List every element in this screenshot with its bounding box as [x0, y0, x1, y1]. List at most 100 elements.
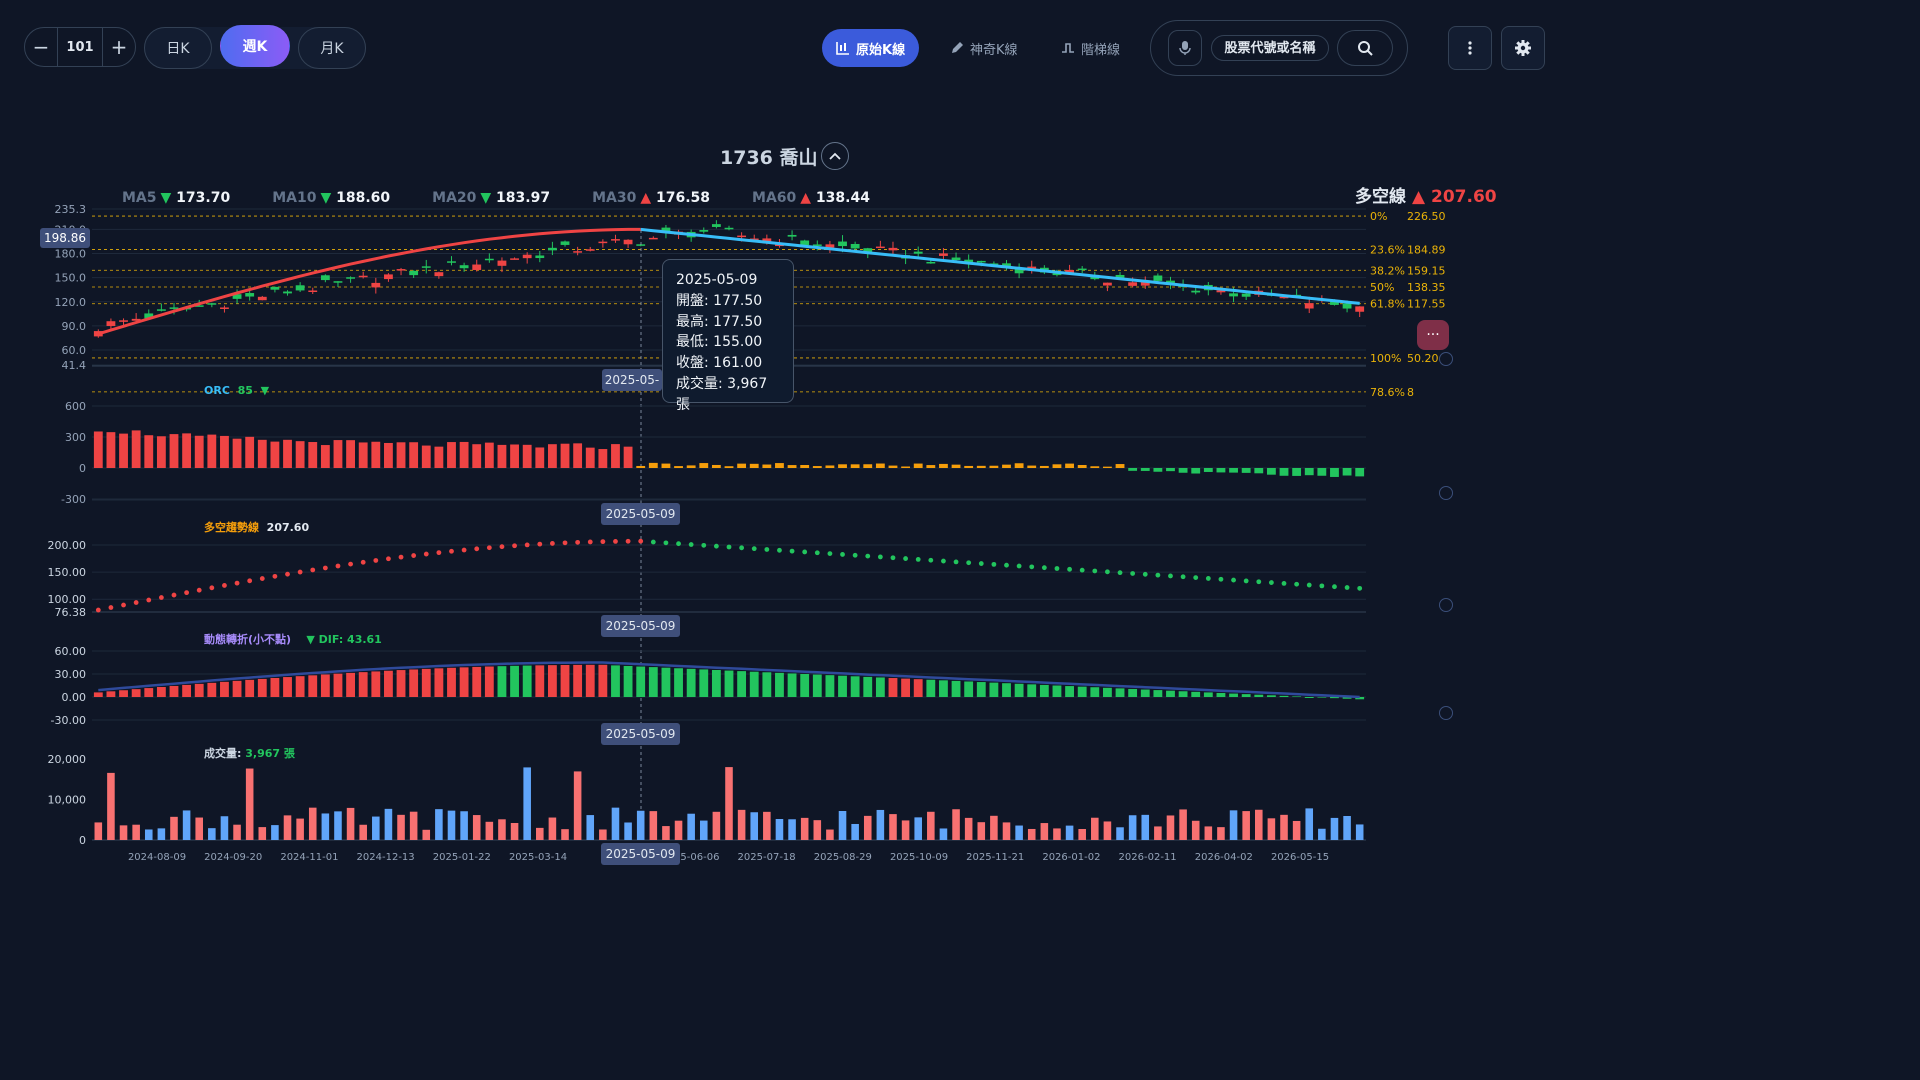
orc-bar: [1229, 468, 1238, 473]
orc-bar: [384, 442, 393, 468]
tab-monthly-k[interactable]: 月K: [298, 27, 366, 69]
trend-dot: [1054, 566, 1060, 571]
orc-bar: [106, 432, 116, 468]
voice-search-button[interactable]: [1168, 30, 1202, 66]
mode-magic-k-button[interactable]: 神奇K線: [936, 29, 1032, 67]
step-line-icon: [1062, 43, 1074, 53]
tab-daily-k[interactable]: 日K: [144, 27, 212, 69]
orc-bar: [1052, 464, 1062, 468]
x-tick-label: 2025-01-22: [433, 852, 491, 863]
trend-dot: [1041, 565, 1047, 571]
orc-bar: [1279, 468, 1289, 476]
volume-bar: [372, 816, 380, 840]
dynamic-bar: [737, 671, 747, 697]
trend-dot: [903, 556, 908, 561]
candle: [308, 290, 318, 293]
volume-bar: [409, 811, 418, 840]
orc-bar: [1178, 468, 1188, 473]
side-menu-button[interactable]: ···: [1417, 320, 1449, 350]
toolbar: − 101 + 日K 週K 月K 原始K線 神奇K線 階梯線: [0, 0, 1568, 96]
candle: [358, 275, 368, 278]
volume-bar: [119, 825, 128, 840]
tooltip-high: 最高: 177.50: [676, 313, 763, 330]
panel-toggle[interactable]: [1439, 352, 1453, 366]
orc-bar: [623, 446, 633, 468]
volume-bar: [359, 824, 367, 840]
candle: [144, 313, 154, 319]
trend-dot: [1218, 576, 1224, 582]
dynamic-bar: [320, 674, 330, 697]
ma60-label: MA60: [752, 190, 797, 206]
up-arrow-icon: ▲: [640, 190, 652, 206]
search-icon: [1358, 41, 1373, 56]
dynamic-bar: [1216, 692, 1226, 697]
trend-dot: [524, 542, 530, 548]
trend-dot: [953, 559, 959, 565]
mode-raw-k-button[interactable]: 原始K線: [822, 29, 920, 67]
trend-dot: [1130, 571, 1136, 576]
y-tick-label: 180.0: [55, 247, 87, 260]
panel-toggle[interactable]: [1439, 598, 1453, 612]
candle: [913, 251, 923, 254]
trend-dot: [890, 555, 896, 561]
candle: [787, 234, 797, 237]
trend-dot: [550, 541, 555, 546]
candle: [699, 230, 709, 232]
trend-value: 207.60: [266, 521, 310, 534]
orc-bar: [308, 442, 318, 468]
trend-dot: [247, 578, 253, 584]
orc-bar: [434, 446, 444, 468]
orc-bar: [888, 465, 898, 468]
candle: [964, 259, 974, 263]
x-tick-label: 2026-05-15: [1271, 852, 1329, 863]
panel-toggle[interactable]: [1439, 706, 1453, 720]
volume-bar: [1191, 820, 1200, 840]
settings-button[interactable]: [1501, 26, 1545, 70]
volume-bar: [712, 811, 721, 840]
trend-dot: [474, 546, 480, 552]
search-button[interactable]: [1337, 30, 1393, 66]
ma60-value: 138.44: [815, 190, 870, 206]
dynamic-bar: [1241, 694, 1251, 697]
increment-button[interactable]: +: [110, 35, 128, 59]
orc-bar: [1304, 468, 1314, 476]
more-menu-button[interactable]: [1448, 26, 1492, 70]
trend-dot: [1243, 578, 1249, 584]
orc-bar: [825, 465, 835, 468]
candle: [1355, 306, 1365, 312]
dynamic-bar: [220, 681, 229, 697]
candle: [1229, 293, 1238, 297]
dynamic-bar: [510, 665, 519, 697]
x-tick-label: 2025-10-09: [890, 852, 948, 863]
dynamic-bar: [1279, 695, 1289, 697]
decrement-button[interactable]: −: [32, 35, 50, 59]
volume-bar: [939, 828, 948, 840]
volume-bar: [447, 810, 456, 840]
trend-tick-label: 150.00: [48, 566, 87, 579]
volume-bar: [1217, 827, 1225, 840]
tab-weekly-k[interactable]: 週K: [220, 25, 290, 67]
panel-toggle[interactable]: [1439, 486, 1453, 500]
volume-bar: [107, 772, 115, 840]
orc-bar: [762, 464, 772, 468]
count-value[interactable]: 101: [57, 28, 103, 66]
trend-dot: [575, 539, 581, 545]
orc-bar: [1355, 468, 1365, 477]
volume-bar: [1179, 809, 1187, 840]
dynamic-bar: [863, 676, 873, 697]
mode-step-line-button[interactable]: 階梯線: [1047, 29, 1134, 67]
volume-bar: [422, 829, 431, 840]
stock-search-input[interactable]: [1211, 35, 1329, 61]
tooltip-open: 開盤: 177.50: [676, 292, 763, 309]
collapse-button[interactable]: [821, 142, 849, 170]
dynamic-bar: [194, 683, 204, 697]
bull-bear-line-value: 多空線 ▲ 207.60: [1355, 182, 1497, 207]
orc-bar: [875, 463, 885, 468]
stock-chart[interactable]: 235.3210.0180.0150.0120.090.060.041.40%2…: [0, 0, 1568, 882]
dynamic-bar: [611, 665, 620, 697]
candle: [1153, 275, 1163, 281]
trend-dot: [1193, 575, 1199, 581]
dynamic-bar: [875, 677, 885, 697]
dynamic-bar: [257, 678, 267, 697]
x-tick-label: 2025-06-06: [661, 852, 719, 863]
